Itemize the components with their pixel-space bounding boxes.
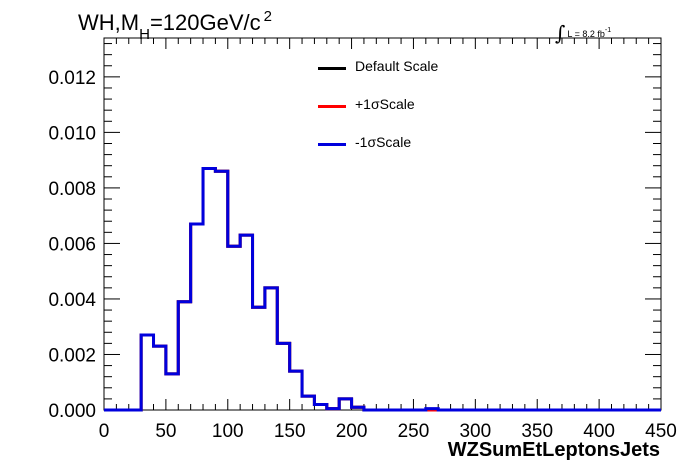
legend-label-minus-sigma: -1σScale bbox=[355, 134, 412, 150]
luminosity-label: ∫ L = 8.2 fb-1 bbox=[555, 18, 612, 45]
legend-item-default: Default Scale bbox=[318, 56, 498, 94]
chart-title: WH,MH=120GeV/c 2 bbox=[78, 8, 272, 43]
y-tick-label: 0.012 bbox=[48, 68, 96, 89]
x-tick-label: 300 bbox=[459, 421, 491, 442]
luminosity-text: L = 8.2 fb bbox=[567, 29, 605, 39]
y-tick-label: 0.004 bbox=[48, 290, 96, 311]
title-mid: =120GeV/c bbox=[149, 10, 261, 35]
legend-swatch-minus-sigma bbox=[318, 143, 346, 146]
legend-label-default: Default Scale bbox=[355, 58, 439, 74]
x-axis-label: WZSumEtLeptonsJets bbox=[447, 439, 660, 461]
y-tick-label: 0.002 bbox=[48, 345, 96, 366]
legend: Default Scale +1σScale -1σScale bbox=[318, 56, 498, 170]
integral-symbol: ∫ bbox=[555, 21, 566, 45]
legend-swatch-default bbox=[318, 67, 346, 70]
x-tick-label: 450 bbox=[645, 421, 677, 442]
y-tick-label: 0.006 bbox=[48, 234, 96, 255]
legend-item-minus-sigma: -1σScale bbox=[318, 132, 498, 170]
series-line-1 bbox=[104, 166, 661, 412]
legend-label-plus-sigma: +1σScale bbox=[355, 96, 415, 112]
series-line-2 bbox=[104, 166, 661, 412]
series-line-0 bbox=[104, 166, 661, 412]
y-tick-label: 0.010 bbox=[48, 123, 96, 144]
x-tick-label: 400 bbox=[583, 421, 615, 442]
x-tick-label: 200 bbox=[336, 421, 368, 442]
x-tick-label: 50 bbox=[155, 421, 176, 442]
axis-ticks: 0 50 100 150 200 250 300 350 400 450 0.000 0.002 0.0… bbox=[48, 38, 677, 442]
series-layer bbox=[104, 166, 661, 412]
title-subscript: H bbox=[139, 26, 150, 43]
y-tick-label: 0.008 bbox=[48, 179, 96, 200]
legend-item-plus-sigma: +1σScale bbox=[318, 94, 498, 132]
x-tick-label: 250 bbox=[398, 421, 430, 442]
luminosity-exponent: -1 bbox=[604, 27, 612, 34]
x-tick-label: 100 bbox=[212, 421, 244, 442]
title-prefix: WH,M bbox=[78, 10, 140, 35]
title-superscript: 2 bbox=[263, 8, 272, 25]
x-tick-label: 350 bbox=[521, 421, 553, 442]
y-tick-label: 0.000 bbox=[48, 401, 96, 422]
x-tick-label: 0 bbox=[99, 421, 110, 442]
legend-swatch-plus-sigma bbox=[318, 105, 346, 108]
x-tick-label: 150 bbox=[274, 421, 306, 442]
